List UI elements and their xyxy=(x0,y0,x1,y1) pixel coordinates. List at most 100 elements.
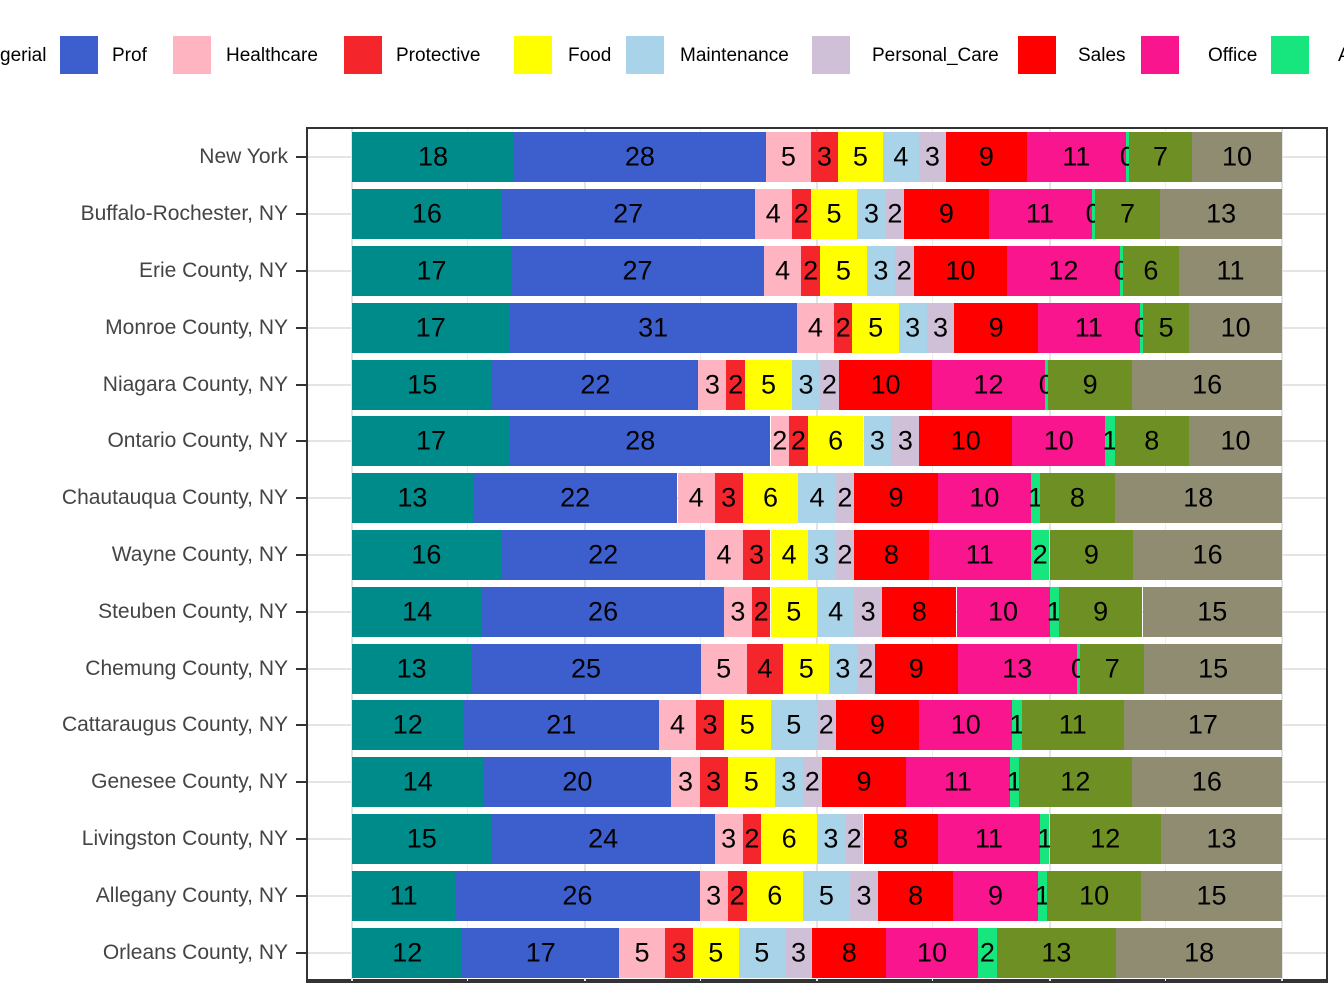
bar-segment-value-label: 8 xyxy=(1069,482,1085,513)
bar-segment-value-label: 5 xyxy=(818,880,834,911)
bar-segment: 10 xyxy=(886,927,979,978)
bar-segment-value-label: 15 xyxy=(406,823,437,854)
bar-segment-value-label: 1 xyxy=(1006,766,1022,797)
bar-segment: 3 xyxy=(698,359,727,410)
bar-segment-value-label: 11 xyxy=(943,766,972,797)
bar-segment: 22 xyxy=(472,473,678,524)
bar-segment-value-label: 8 xyxy=(908,880,924,911)
bar-segment: 3 xyxy=(918,132,946,183)
legend-swatch xyxy=(1018,36,1056,74)
bar-segment: 26 xyxy=(455,870,700,921)
y-axis-tick xyxy=(296,894,306,897)
legend-label: Food xyxy=(568,45,612,66)
bar-segment-value-label: 4 xyxy=(828,596,844,627)
bar-segment-value-label: 10 xyxy=(950,425,981,456)
bar-segment-value-label: 16 xyxy=(411,198,442,229)
bar-segment-value-label: 15 xyxy=(1197,596,1228,627)
bar-segment: 27 xyxy=(501,189,755,240)
y-axis-tick xyxy=(296,156,306,159)
bar-segment-value-label: 9 xyxy=(978,141,994,172)
bar-segment: 11 xyxy=(352,870,456,921)
legend-bar: gerial Prof Healthcare Protective Food Mainte… xyxy=(0,0,1344,100)
y-axis-tick xyxy=(296,838,306,840)
bar-segment: 2 xyxy=(817,700,836,751)
bar-segment-value-label: 2 xyxy=(887,198,903,229)
bar-segment: 16 xyxy=(352,189,502,240)
legend-label: A xyxy=(1338,44,1344,68)
bar-segment-value-label: 2 xyxy=(772,425,788,456)
bar-segment: 12 xyxy=(932,359,1045,410)
bar-segment-value-label: 9 xyxy=(908,653,924,684)
bar-segment-value-label: 5 xyxy=(780,141,796,172)
bar-segment-value-label: 6 xyxy=(767,880,783,911)
bar-segment-value-label: 15 xyxy=(1198,653,1229,684)
bar-segment: 6 xyxy=(1122,246,1180,296)
bar-segment: 9 xyxy=(854,473,938,524)
bar-segment-value-label: 18 xyxy=(1184,937,1215,968)
bar-segment: 2 xyxy=(791,189,811,240)
bar-segment-value-label: 4 xyxy=(716,539,732,570)
bar-segment: 2 xyxy=(856,643,876,694)
bar-segment-value-label: 27 xyxy=(622,255,653,286)
y-axis-tick xyxy=(296,781,306,784)
bar-segment-value-label: 9 xyxy=(1083,539,1099,570)
bar-segment-value-label: 2 xyxy=(793,198,809,229)
bar-segment: 2 xyxy=(751,586,771,637)
bar-segment-value-label: 18 xyxy=(417,141,449,172)
bar-segment: 2 xyxy=(802,757,822,808)
bar-segment: 3 xyxy=(863,416,892,467)
bar-segment-value-label: 17 xyxy=(525,937,556,968)
bar-segment-value-label: 4 xyxy=(781,539,797,570)
y-axis-category-label: Allegany County, NY xyxy=(95,883,288,907)
bar-segment-value-label: 17 xyxy=(416,255,447,286)
bar-segment-value-label: 13 xyxy=(1002,653,1033,684)
bar-segment: 15 xyxy=(352,359,493,410)
bar-segment-value-label: 11 xyxy=(1026,198,1055,229)
bar-segment: 3 xyxy=(714,814,743,864)
bar-segment: 9 xyxy=(954,302,1038,353)
bar-segment: 15 xyxy=(352,814,492,864)
bar-segment-value-label: 6 xyxy=(1143,255,1159,286)
bar-segment: 5 xyxy=(765,132,811,183)
bar-segment: 11 xyxy=(1021,700,1124,751)
bar-segment-value-label: 3 xyxy=(730,596,746,627)
bar-segment-value-label: 26 xyxy=(588,596,619,627)
y-axis-category-label: Buffalo-Rochester, NY xyxy=(80,202,288,226)
bar-segment-value-label: 2 xyxy=(1032,539,1048,570)
bar-segment-value-label: 13 xyxy=(1206,823,1237,854)
legend-swatch xyxy=(60,36,98,74)
bar-segment-value-label: 12 xyxy=(392,937,423,968)
legend-swatch xyxy=(626,36,664,74)
bar-segment: 15 xyxy=(1142,586,1282,637)
bar-segment-value-label: 10 xyxy=(1220,312,1251,343)
bar-segment: 2 xyxy=(801,246,821,296)
bar-segment-value-label: 3 xyxy=(791,937,807,968)
bar-segment: 9 xyxy=(1058,586,1143,637)
bar-segment-value-label: 21 xyxy=(546,709,577,740)
bar-segment-value-label: 2 xyxy=(979,937,995,968)
bar-segment: 16 xyxy=(1132,359,1282,410)
bar-segment: 5 xyxy=(770,586,817,637)
bar-segment: 2 xyxy=(835,473,855,524)
bar-segment: 14 xyxy=(352,586,483,637)
bar-segment: 5 xyxy=(770,700,817,751)
y-axis-category-label: Niagara County, NY xyxy=(102,372,288,396)
bar-segment-value-label: 27 xyxy=(613,198,644,229)
bar-segment-value-label: 14 xyxy=(402,766,433,797)
bar-segment: 13 xyxy=(957,643,1077,694)
bar-segment: 11 xyxy=(937,814,1041,864)
bar-segment-value-label: 3 xyxy=(932,312,948,343)
bar-segment: 13 xyxy=(996,927,1117,978)
bar-segment-value-label: 24 xyxy=(588,823,619,854)
bar-segment-value-label: 3 xyxy=(869,425,885,456)
bar-segment-value-label: 9 xyxy=(938,198,954,229)
bar-segment: 17 xyxy=(1123,700,1282,751)
bar-segment: 4 xyxy=(763,246,802,296)
bar-segment: 4 xyxy=(770,530,808,580)
bar-segment-value-label: 3 xyxy=(677,766,693,797)
bar-segment: 5 xyxy=(700,643,747,694)
y-axis-tick xyxy=(296,270,306,272)
y-axis-category-label: Ontario County, NY xyxy=(107,429,288,453)
bar-segment-value-label: 7 xyxy=(1152,141,1169,172)
